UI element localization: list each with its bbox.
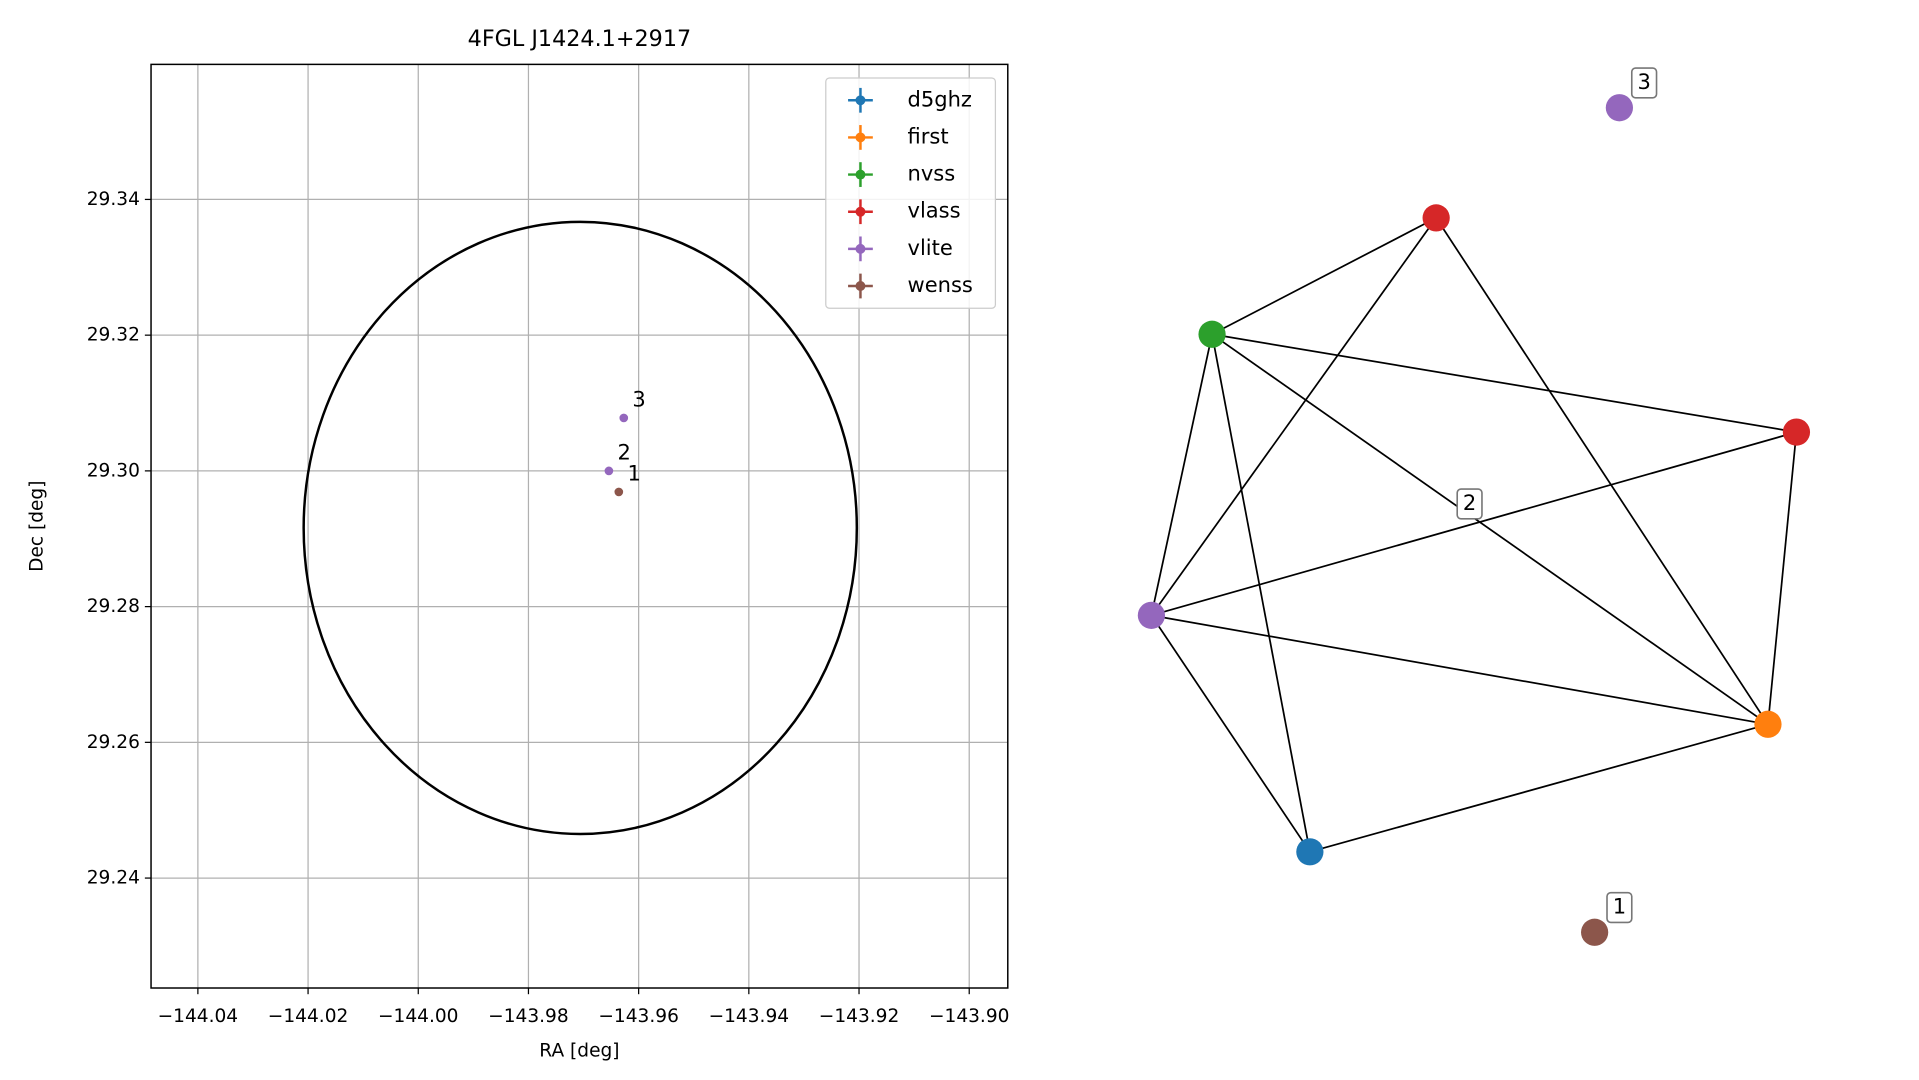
y-tick-label: 29.28 <box>87 596 140 617</box>
edge <box>1211 333 1769 726</box>
point-label: 3 <box>632 387 645 412</box>
x-tick-label: −144.00 <box>378 1006 459 1027</box>
x-tick-label: −144.02 <box>268 1006 349 1027</box>
legend-marker <box>855 243 866 254</box>
legend-label: vlass <box>908 198 961 223</box>
x-axis-label: RA [deg] <box>539 1041 619 1062</box>
edge <box>1309 723 1769 853</box>
legend-box <box>825 77 997 309</box>
x-tick-label: −143.90 <box>929 1006 1010 1027</box>
edge <box>1151 431 1797 617</box>
legend-label: vlite <box>908 235 953 260</box>
data-point <box>604 466 614 476</box>
data-point <box>619 413 629 423</box>
node-label-box <box>1630 67 1658 99</box>
legend-marker <box>855 132 866 143</box>
node <box>1754 710 1782 738</box>
node <box>1605 94 1634 122</box>
edge <box>1150 217 1437 616</box>
node <box>1422 204 1450 232</box>
legend-label: d5ghz <box>908 86 972 111</box>
node-label: 1 <box>1613 894 1626 919</box>
y-tick-label: 29.30 <box>87 460 140 481</box>
edge <box>1767 432 1798 725</box>
x-tick-label: −143.96 <box>598 1006 679 1027</box>
node-label: 2 <box>1463 490 1476 515</box>
x-tick-label: −143.94 <box>709 1006 790 1027</box>
y-tick-label: 29.26 <box>87 732 140 753</box>
node <box>1296 838 1324 866</box>
node <box>1782 418 1811 446</box>
x-tick-label: −143.92 <box>819 1006 900 1027</box>
edge <box>1150 334 1213 616</box>
legend-label: nvss <box>908 161 956 186</box>
legend-marker <box>855 169 866 180</box>
node-label-box <box>1456 488 1483 520</box>
edge <box>1211 334 1311 852</box>
node-label-box <box>1606 891 1633 924</box>
node <box>1137 601 1166 629</box>
edge <box>1435 217 1769 725</box>
x-tick-label: −143.98 <box>488 1006 569 1027</box>
legend-marker <box>855 95 866 106</box>
y-tick-label: 29.32 <box>87 325 140 346</box>
edge <box>1150 614 1311 853</box>
y-tick-label: 29.24 <box>87 868 140 889</box>
error-ellipse <box>302 220 859 836</box>
legend-label: first <box>908 123 949 148</box>
point-label: 1 <box>627 461 640 486</box>
y-axis-label: Dec [deg] <box>27 481 48 572</box>
plot-frame <box>150 63 1009 989</box>
legend-marker <box>855 281 866 291</box>
point-label: 2 <box>618 440 631 465</box>
node <box>1581 918 1609 946</box>
edge <box>1211 333 1797 433</box>
legend-marker <box>855 206 866 217</box>
y-tick-label: 29.34 <box>87 189 140 210</box>
edge <box>1211 217 1437 336</box>
edge <box>1151 614 1769 726</box>
x-tick-label: −144.04 <box>158 1006 239 1027</box>
node <box>1198 320 1226 348</box>
data-point <box>614 487 624 497</box>
chart-title: 4FGL J1424.1+2917 <box>468 26 692 52</box>
legend-label: wenss <box>908 272 973 297</box>
node-label: 3 <box>1637 69 1650 94</box>
